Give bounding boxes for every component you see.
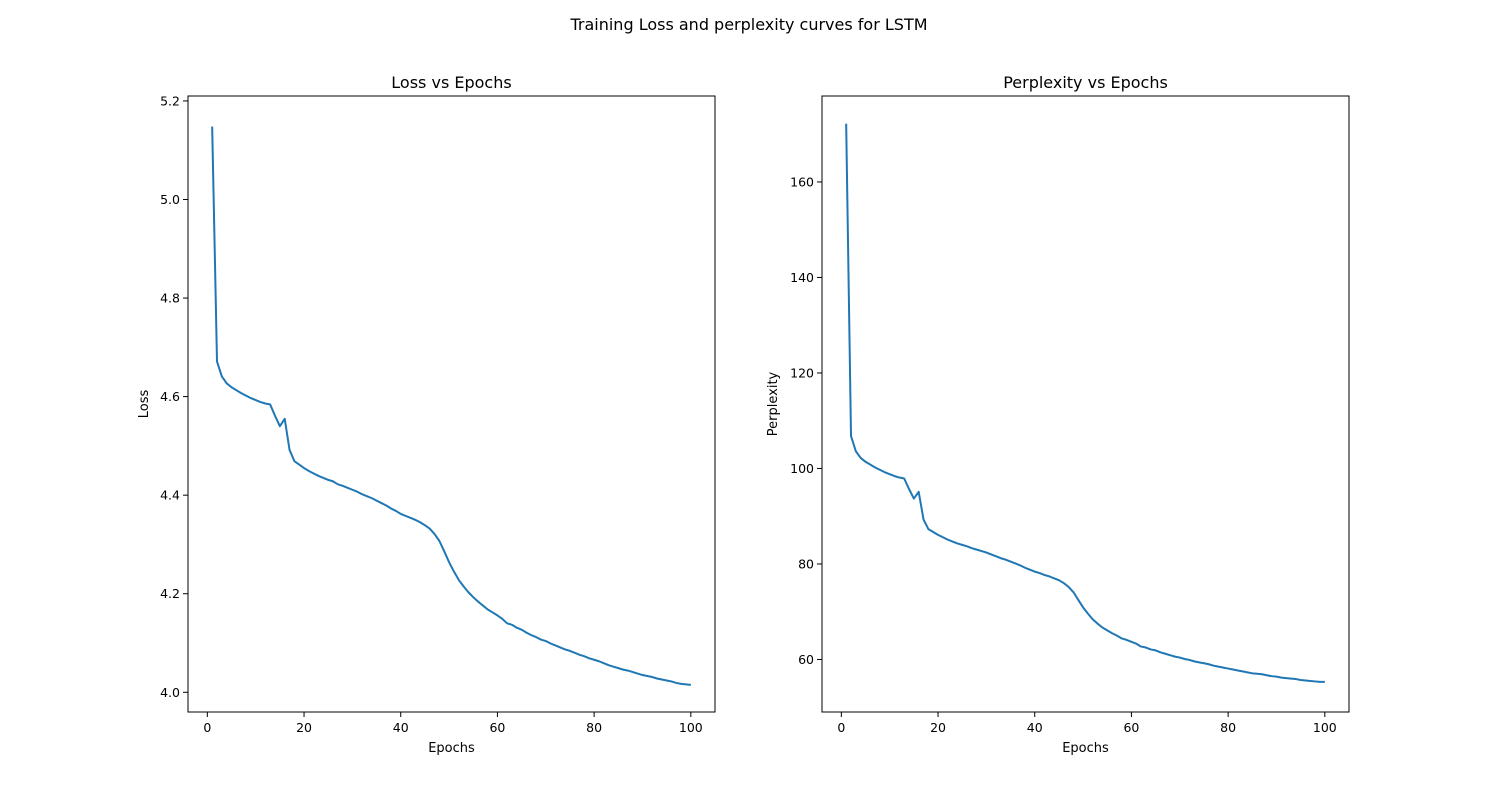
loss-y-tick-label: 4.0 xyxy=(160,685,180,700)
loss-y-tick-label: 4.8 xyxy=(160,291,180,306)
perplexity-axes: Perplexity vs Epochs 0 20 40 60 80 100 60 80 10… xyxy=(766,73,1350,756)
loss-y-tick-label: 4.6 xyxy=(160,389,180,404)
perplexity-x-tick-label: 80 xyxy=(1220,720,1236,735)
perplexity-y-ticks: 60 80 100 120 140 160 xyxy=(790,174,822,667)
perplexity-plot-area xyxy=(845,123,1325,683)
loss-axes: Loss vs Epochs 0 20 40 60 80 100 4.0 4.2 4.4 4.6… xyxy=(137,73,716,756)
loss-x-tick-label: 80 xyxy=(586,720,602,735)
perplexity-series-line xyxy=(845,123,1325,683)
perplexity-x-tick-label: 60 xyxy=(1123,720,1139,735)
perplexity-axes-frame xyxy=(821,95,1350,713)
perplexity-x-axis-label: Epochs xyxy=(1062,741,1109,756)
loss-series-line xyxy=(211,126,691,686)
loss-y-tick-label: 4.2 xyxy=(160,586,180,601)
loss-y-tick-label: 4.4 xyxy=(160,488,180,503)
loss-y-tick-label: 5.2 xyxy=(160,93,180,108)
loss-x-ticks: 0 20 40 60 80 100 xyxy=(203,712,703,735)
perplexity-y-tick-label: 160 xyxy=(790,174,814,189)
perplexity-x-tick-label: 20 xyxy=(930,720,946,735)
loss-x-tick-label: 100 xyxy=(679,720,703,735)
loss-y-tick-label: 5.0 xyxy=(160,192,180,207)
loss-x-tick-label: 20 xyxy=(296,720,312,735)
perplexity-y-tick-label: 60 xyxy=(798,652,814,667)
loss-axes-title: Loss vs Epochs xyxy=(391,73,511,92)
perplexity-x-tick-label: 100 xyxy=(1313,720,1337,735)
loss-x-tick-label: 0 xyxy=(203,720,211,735)
loss-x-tick-label: 40 xyxy=(393,720,409,735)
loss-axes-frame xyxy=(187,95,716,713)
perplexity-x-tick-label: 40 xyxy=(1027,720,1043,735)
perplexity-y-tick-label: 80 xyxy=(798,556,814,571)
perplexity-y-axis-label: Perplexity xyxy=(766,371,781,436)
perplexity-y-tick-label: 120 xyxy=(790,365,814,380)
loss-plot-area xyxy=(211,126,691,686)
loss-x-tick-label: 60 xyxy=(489,720,505,735)
perplexity-y-tick-label: 100 xyxy=(790,461,814,476)
perplexity-x-tick-label: 0 xyxy=(837,720,845,735)
loss-y-axis-label: Loss xyxy=(137,390,152,419)
perplexity-x-ticks: 0 20 40 60 80 100 xyxy=(837,712,1337,735)
figure-title: Training Loss and perplexity curves for … xyxy=(569,15,927,34)
perplexity-axes-title: Perplexity vs Epochs xyxy=(1003,73,1168,92)
perplexity-y-tick-label: 140 xyxy=(790,270,814,285)
loss-y-ticks: 4.0 4.2 4.4 4.6 4.8 5.0 5.2 xyxy=(160,93,188,700)
loss-x-axis-label: Epochs xyxy=(428,741,475,756)
